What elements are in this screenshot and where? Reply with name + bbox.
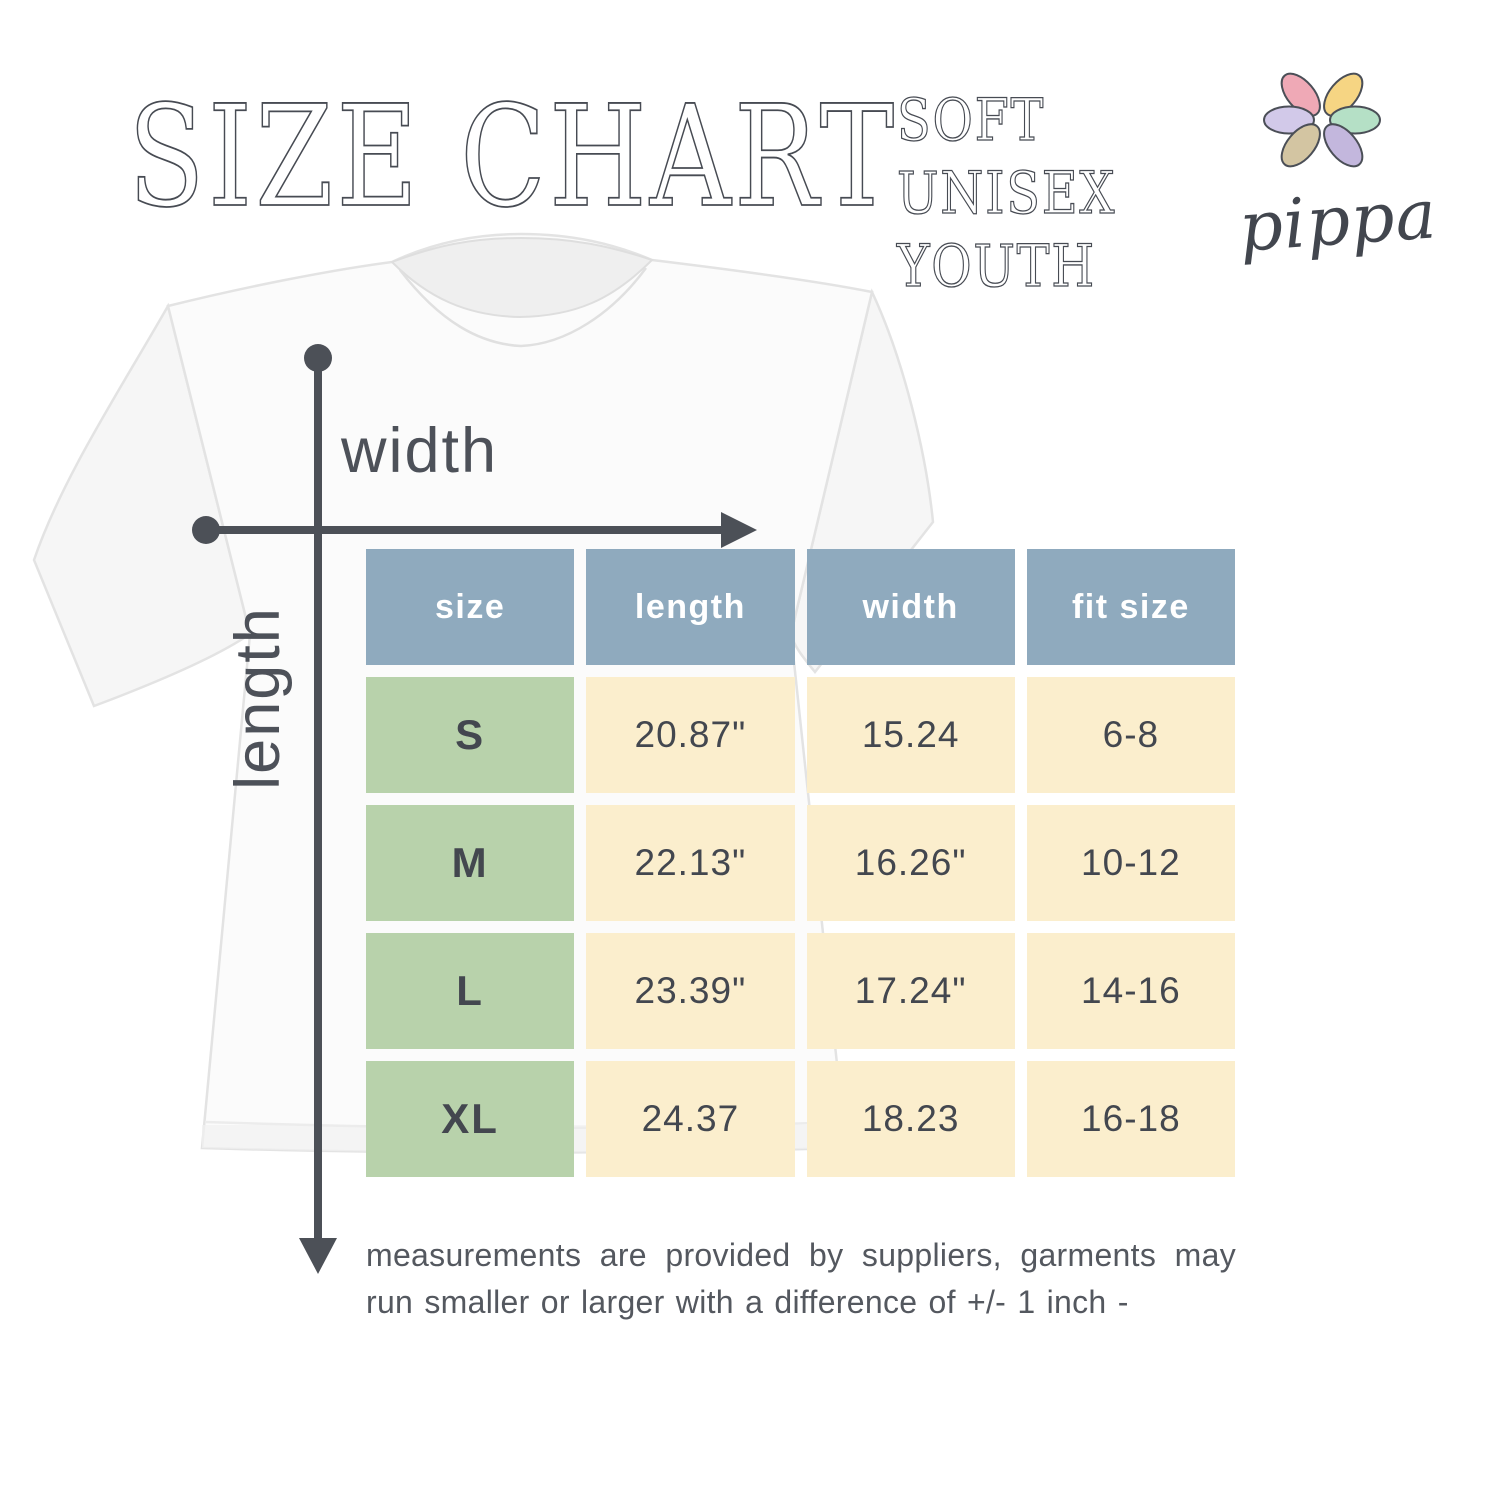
row-s-size-cell: S: [366, 677, 575, 793]
footnote-line-2: run smaller or larger with a difference …: [366, 1284, 1129, 1320]
row-xl-width-cell: 18.23: [806, 1061, 1015, 1177]
row-l-fit-cell: 14-16: [1026, 933, 1235, 1049]
row-m-size-cell: M: [366, 805, 575, 921]
subtitle: SOFT UNISEX YOUTH: [896, 84, 1117, 303]
width-arrow: [192, 512, 757, 548]
size-table: size length width fit size S 20.87" 15.2…: [366, 549, 1235, 1177]
subtitle-line-unisex: UNISEX: [896, 158, 1117, 227]
row-s-width-cell: 15.24: [806, 677, 1015, 793]
row-l-length-cell: 23.39": [586, 933, 795, 1049]
flower-petal: [1280, 123, 1321, 168]
column-header-width: width: [806, 549, 1015, 665]
measurement-arrows: [192, 344, 757, 1274]
width-dimension-label: width: [341, 416, 499, 486]
row-m-length-cell: 22.13": [586, 805, 795, 921]
row-xl-length-cell: 24.37: [586, 1061, 795, 1177]
row-xl-size-cell: XL: [366, 1061, 575, 1177]
length-arrow: [299, 344, 337, 1274]
length-dimension-label: length: [223, 606, 293, 790]
row-s-fit-cell: 6-8: [1026, 677, 1235, 793]
subtitle-line-soft: SOFT: [896, 85, 1046, 154]
tshirt-collar-seam: [399, 267, 648, 348]
tshirt-left-sleeve: [32, 302, 252, 708]
column-header-length: length: [586, 549, 795, 665]
row-l-width-cell: 17.24": [806, 933, 1015, 1049]
row-m-width-cell: 16.26": [806, 805, 1015, 921]
row-s-length-cell: 20.87": [586, 677, 795, 793]
row-m-fit-cell: 10-12: [1026, 805, 1235, 921]
flower-petal: [1280, 72, 1321, 117]
column-header-size: size: [366, 549, 575, 665]
row-l-size-cell: L: [366, 933, 575, 1049]
row-xl-fit-cell: 16-18: [1026, 1061, 1235, 1177]
tshirt-collar: [390, 236, 654, 319]
footnote: measurements are provided by suppliers, …: [366, 1232, 1236, 1326]
brand-name: pippa: [1236, 175, 1440, 268]
subtitle-line-youth: YOUTH: [896, 231, 1096, 300]
flower-logo-icon: [1263, 72, 1381, 168]
flower-petal: [1323, 72, 1364, 117]
page-title: SIZE CHART: [127, 76, 898, 239]
column-header-fit-size: fit size: [1026, 549, 1235, 665]
footnote-line-1: measurements are provided by suppliers, …: [366, 1237, 1236, 1273]
flower-petal: [1323, 123, 1364, 168]
